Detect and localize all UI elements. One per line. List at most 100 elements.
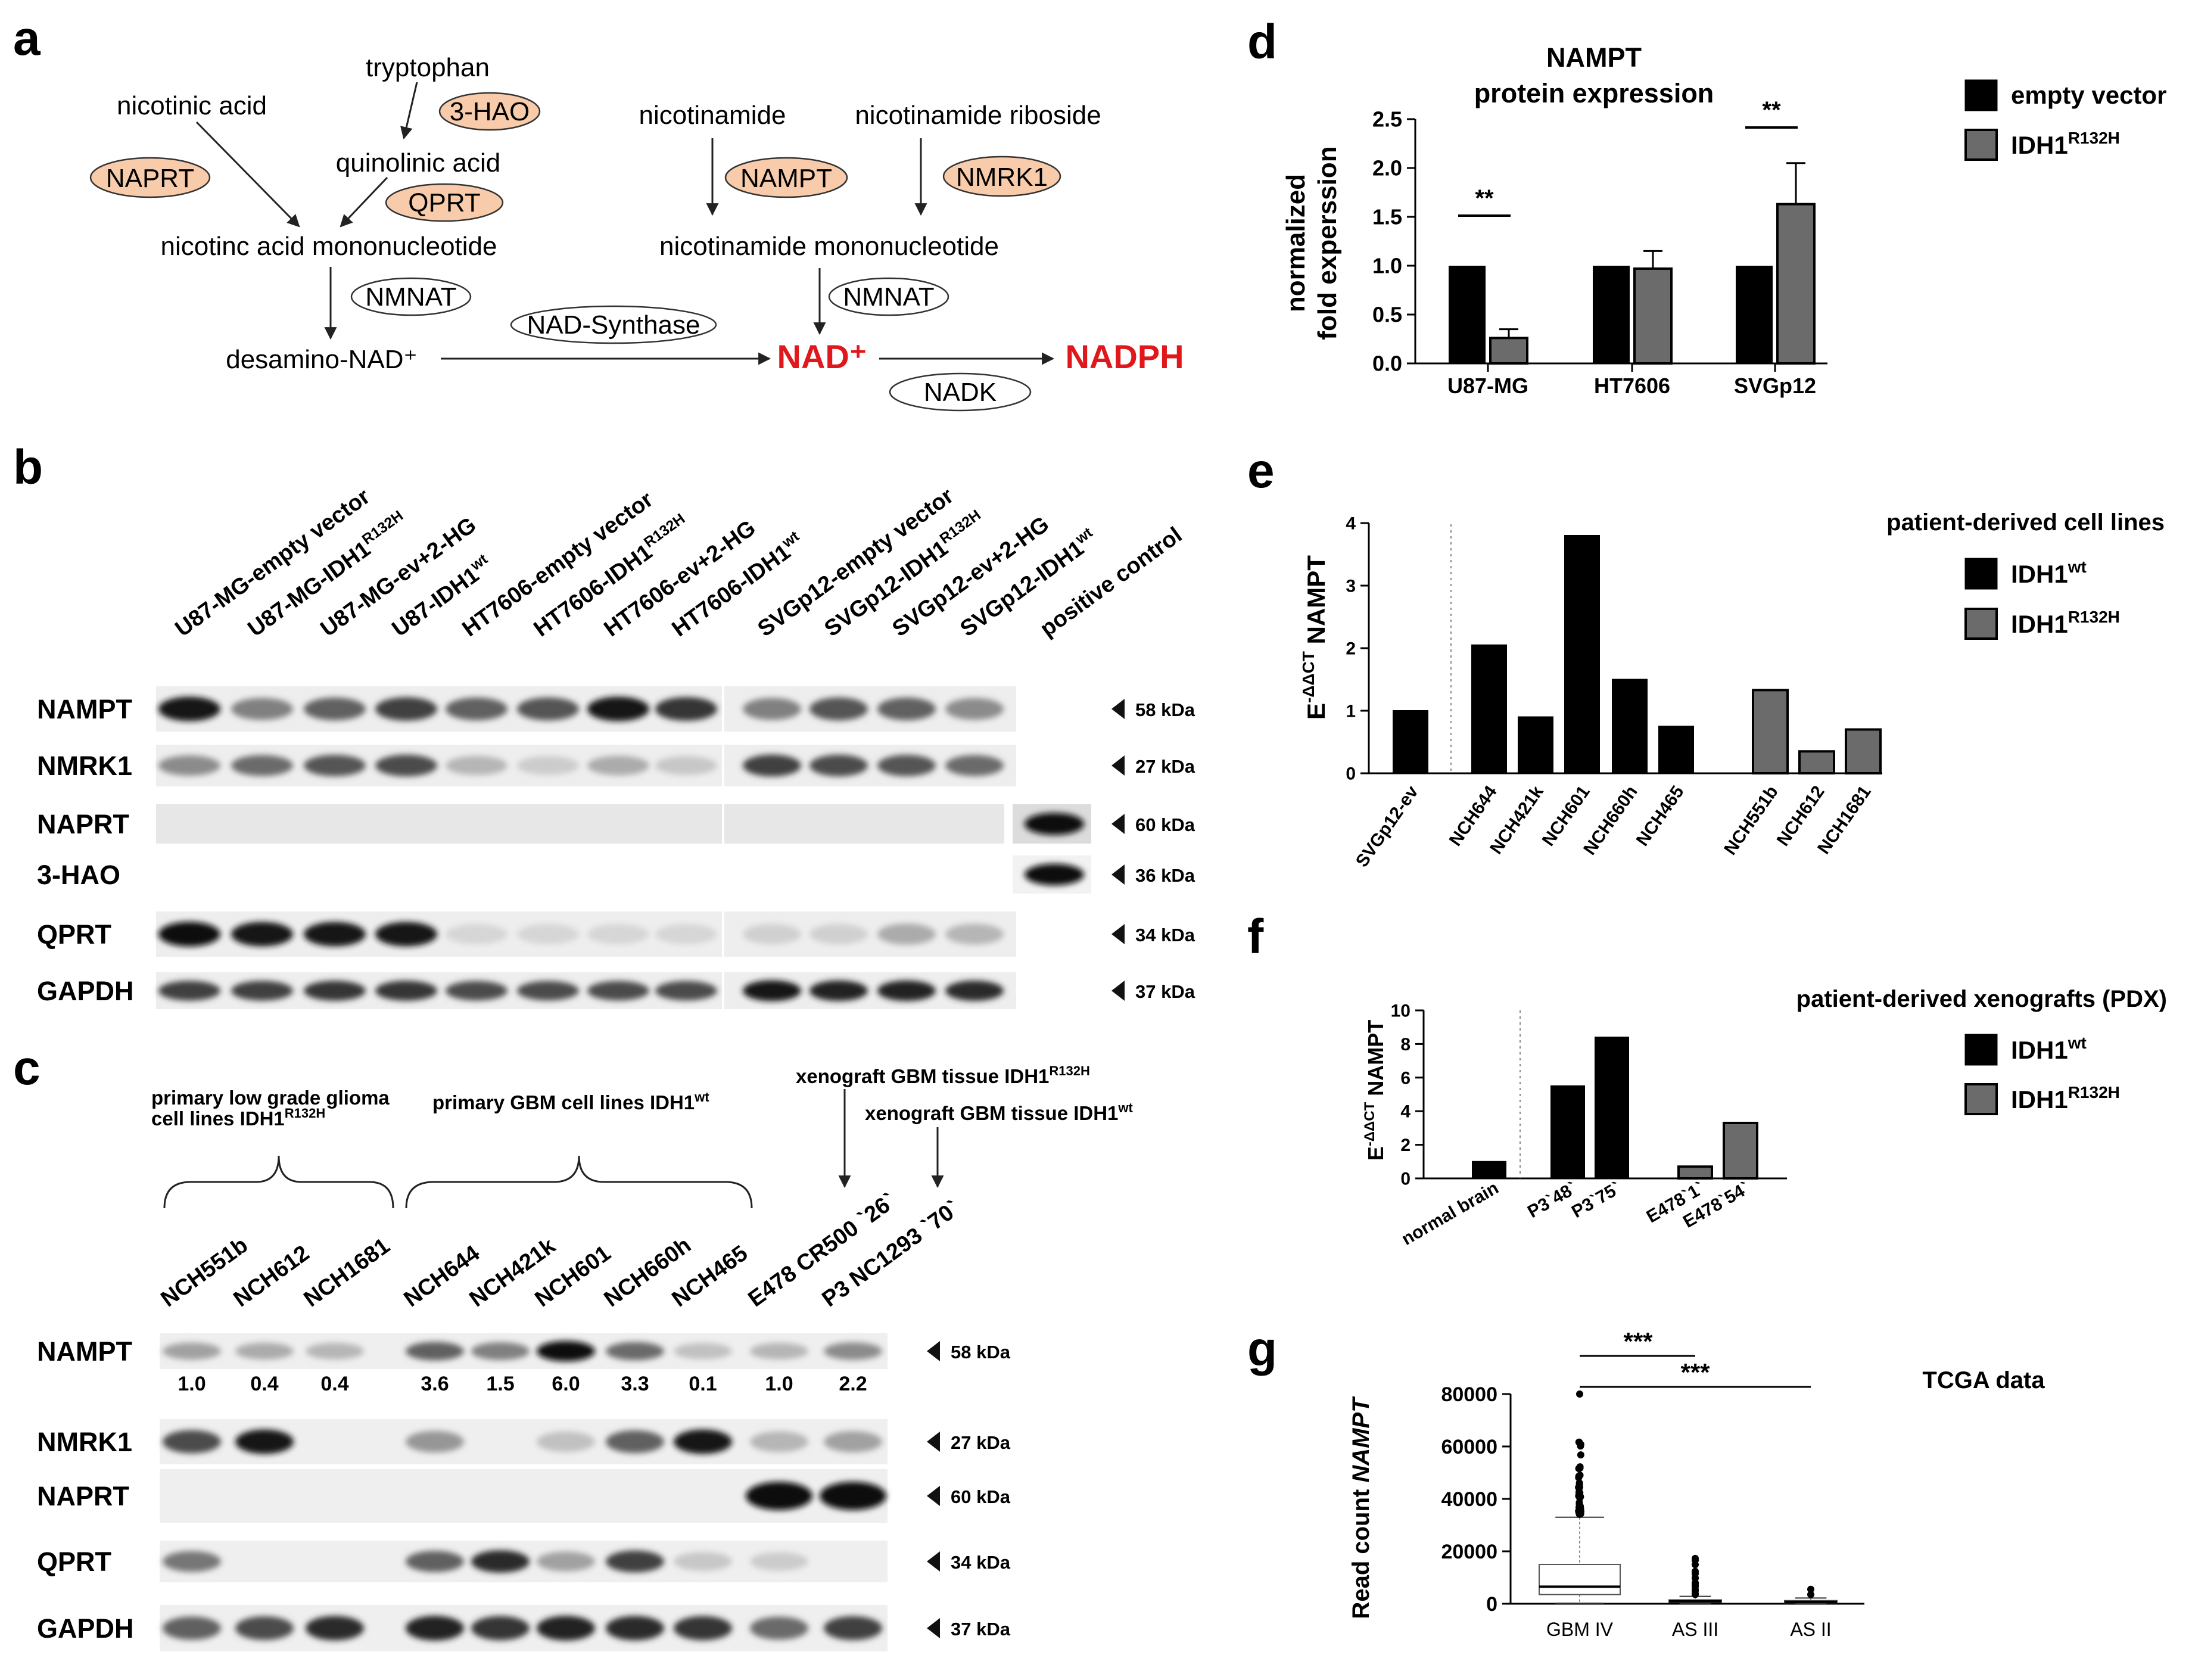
nampt-quant-value: 1.5 <box>486 1373 514 1395</box>
blot-c-row-nmrk1-strip-band <box>406 1430 464 1453</box>
arrow-tryptophan <box>400 82 418 140</box>
blot-b-rows: NAMPT 58 kDa NMRK1 27 kDa NAPRT 60 kDa 3-HAO 36… <box>37 686 1195 1009</box>
chart-d-bar-idh1 <box>1633 267 1673 365</box>
enzyme-nmnat-left: NMNAT <box>350 277 472 316</box>
desamino-nad-label: desamino-NAD⁺ <box>226 345 418 374</box>
enzyme-nadk: NADK <box>889 372 1032 412</box>
nampt-quant-value: 0.4 <box>320 1373 348 1395</box>
chart-g-outlier <box>1692 1567 1699 1575</box>
blot-b-row-qprt-strip-1 <box>156 911 722 957</box>
blot-c-row-gapdh: GAPDH 37 kDa <box>37 1605 1011 1651</box>
chart-g-outlier <box>1576 1492 1583 1499</box>
chart-f-bar-p3-48 <box>1550 1085 1585 1180</box>
nmn-label: nicotinamide mononucleotide <box>659 232 999 261</box>
chart-g-title: TCGA data <box>1922 1367 2045 1393</box>
nampt-quant-value: 0.1 <box>689 1373 717 1395</box>
enzyme-naprt-label: NAPRT <box>106 164 194 193</box>
chart-g-outlier <box>1692 1579 1699 1586</box>
chart-d-x-label: SVGp12 <box>1734 374 1816 398</box>
blot-c-row-nmrk1-strip-band <box>750 1431 808 1452</box>
blot-b-row-3-hao-marker <box>1111 864 1125 885</box>
blot-c-row-gapdh-strip-band <box>471 1616 530 1641</box>
blot-c-row-gapdh-strip <box>160 1605 888 1651</box>
blot-c-row-nmrk1-label: NMRK1 <box>37 1427 132 1457</box>
blot-b-row-nmrk1-marker <box>1111 755 1125 776</box>
blot-b-row-naprt-strip-control-band <box>1025 813 1084 835</box>
chart-f-bar-normal-brain <box>1472 1161 1506 1180</box>
brace-lgg <box>163 1155 394 1209</box>
blot-c-row-naprt-strip <box>160 1469 888 1523</box>
blot-c-row-naprt-marker <box>927 1486 940 1506</box>
nampt-quant-value: 2.2 <box>839 1373 867 1395</box>
blot-c-row-nmrk1-strip <box>160 1419 888 1464</box>
blot-b-row-nmrk1-strip-2-band <box>809 754 868 777</box>
enzyme-nadk-label: NADK <box>924 378 997 407</box>
blot-c-row-naprt-strip-band <box>820 1482 886 1510</box>
chart-g-outlier <box>1576 1390 1583 1398</box>
chart-e-x-label: NCH465 <box>1633 782 1688 850</box>
chart-d-y-tick-label: 2.5 <box>1372 107 1402 132</box>
blot-b-row-nmrk1-strip-2-band <box>743 754 801 777</box>
chart-g-plot: 0 20000 40000 60000 80000 GBM IV AS III AS II **… <box>1441 1327 1864 1640</box>
enzyme-nmrk1: NMRK1 <box>942 155 1061 197</box>
blot-c-row-naprt-strip-band <box>746 1482 812 1510</box>
chart-e-y-tick-label: 0 <box>1346 764 1356 784</box>
blot-b-row-nampt-strip-1 <box>156 686 722 732</box>
enzyme-nmnat-left-label: NMNAT <box>365 282 456 312</box>
blot-b-row-nmrk1-strip-1-band <box>304 755 366 776</box>
panel-letter-a: a <box>13 11 41 66</box>
blot-b-row-nampt-strip-1-band <box>655 697 717 721</box>
blot-b-row-qprt-strip-2-band <box>743 923 801 945</box>
group-lgg-label: primary low grade glioma <box>151 1087 390 1109</box>
chart-g: TCGA data Read count NAMPT 0 20000 40000 60… <box>1348 1327 2045 1640</box>
chart-d-bar-empty-vector <box>1593 266 1630 363</box>
blot-c-row-gapdh-strip-band <box>537 1616 595 1641</box>
blot-c-row-qprt-kda: 34 kDa <box>951 1552 1011 1573</box>
chart-g-outlier <box>1576 1510 1583 1518</box>
blot-b-row-qprt-strip-2-band <box>809 923 868 945</box>
chart-g-y-tick-label: 0 <box>1486 1593 1497 1616</box>
nampt-quant-value: 1.0 <box>178 1373 206 1395</box>
chart-e-y-tick-label: 4 <box>1346 514 1356 534</box>
blot-c-row-qprt-strip-band <box>606 1550 664 1573</box>
blot-b-row-naprt-strip-2 <box>724 804 1004 844</box>
chart-g-y-tick-label: 20000 <box>1441 1541 1497 1563</box>
blot-b-row-nampt-strip-1-band <box>517 697 579 721</box>
blot-c-row-qprt-label: QPRT <box>37 1547 111 1577</box>
chart-g-outlier <box>1692 1554 1699 1562</box>
blot-b-row-qprt-strip-1-band <box>517 924 579 944</box>
nampt-quant-value: 0.4 <box>250 1373 278 1395</box>
blot-c-row-nampt-strip-band <box>674 1343 732 1359</box>
blot-b-row-nampt: NAMPT 58 kDa <box>37 686 1195 732</box>
chart-f-y-tick-label: 4 <box>1400 1102 1411 1122</box>
blot-b-row-qprt-marker <box>1111 924 1125 944</box>
blot-b-row-3-hao: 3-HAO 36 kDa <box>37 855 1195 894</box>
blot-c-row-qprt-marker <box>927 1551 940 1572</box>
chart-g-outlier <box>1576 1464 1584 1472</box>
chart-d-bar-empty-vector <box>1449 266 1486 363</box>
enzyme-nad-synthase: NAD-Synthase <box>510 305 717 344</box>
blot-b-row-nmrk1-strip-1-band <box>655 756 717 775</box>
nad-label: NAD⁺ <box>777 338 867 375</box>
blot-b-row-nampt-strip-1-band <box>304 697 366 721</box>
chart-f-ylabel: E-ΔΔCT NAMPT <box>1362 1020 1388 1161</box>
blot-c-row-naprt-label: NAPRT <box>37 1481 129 1511</box>
xeno-mut-label: xenograft GBM tissue IDH1R132H <box>796 1063 1090 1087</box>
chart-g-outlier <box>1577 1451 1584 1459</box>
enzyme-nampt: NAMPT <box>724 157 848 198</box>
blot-b-row-nampt-strip-2-band <box>809 697 868 721</box>
chart-g-box <box>1539 1564 1621 1595</box>
chart-g-outlier <box>1807 1591 1814 1598</box>
blot-b-row-nmrk1-strip-2-band <box>877 755 936 776</box>
blot-c-row-gapdh-strip-band <box>235 1616 294 1640</box>
legend-f-wt-swatch <box>1964 1034 1998 1066</box>
arrow-nicotinic-acid <box>195 121 300 228</box>
blot-b-row-naprt-strip-2-background <box>724 804 1004 844</box>
chart-d-title-2: protein expression <box>1474 78 1714 108</box>
blot-c-row-qprt-strip-band <box>406 1551 464 1572</box>
chart-d-legend: empty vector IDH1R132H <box>1964 79 2166 161</box>
chart-e-x-label: NCH551b <box>1720 782 1782 858</box>
chart-d-title: NAMPT <box>1546 42 1642 73</box>
